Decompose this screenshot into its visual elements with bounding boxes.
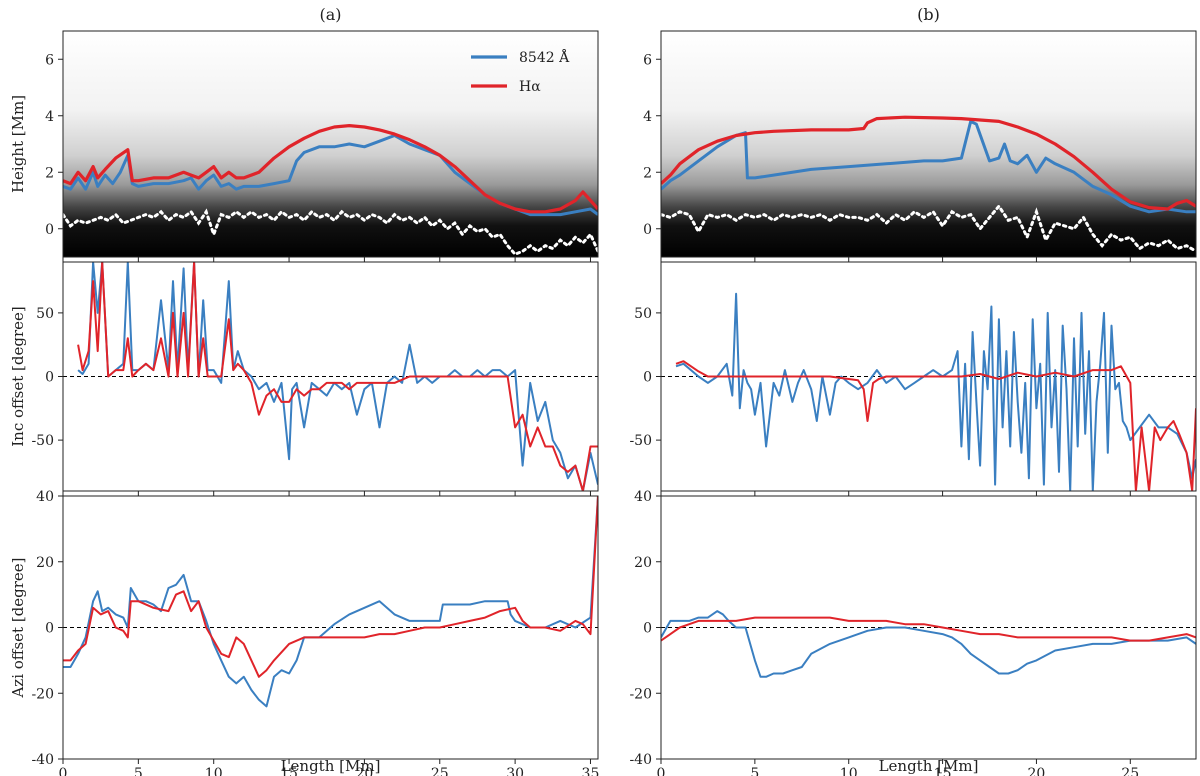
x-tick-label: 25 bbox=[1121, 766, 1139, 776]
y-tick-label: 0 bbox=[45, 222, 54, 238]
series-8542-line bbox=[63, 496, 598, 708]
x-axis-label: Length [Mm] bbox=[879, 757, 979, 775]
series-halpha-line bbox=[77, 262, 598, 491]
y-tick-label: -40 bbox=[31, 752, 54, 768]
x-tick-label: 25 bbox=[431, 766, 449, 776]
y-tick-label: 0 bbox=[45, 370, 54, 386]
y-tick-label: 6 bbox=[45, 52, 54, 68]
y-tick-label: 0 bbox=[643, 621, 652, 637]
photosphere-dotted-line bbox=[63, 208, 598, 256]
y-tick-label: -20 bbox=[31, 686, 54, 702]
y-tick-label: 20 bbox=[634, 555, 652, 571]
series-halpha-line bbox=[63, 496, 598, 678]
x-tick-label: 20 bbox=[355, 766, 373, 776]
panel-a-inc: -50 0 50 Inc offset [degree] bbox=[9, 261, 599, 496]
x-tick-label: 30 bbox=[506, 766, 524, 776]
x-tick-label: 15 bbox=[934, 766, 952, 776]
y-axis-label: Inc offset [degree] bbox=[9, 306, 27, 447]
y-tick-label: 4 bbox=[643, 109, 652, 125]
y-tick-label: 20 bbox=[36, 555, 54, 571]
x-tick-label: 0 bbox=[657, 766, 666, 776]
panel-a-height: 0 2 4 6 (a) Height [Mm] 8542 Å Hα bbox=[9, 5, 599, 262]
series-halpha-line bbox=[63, 123, 598, 214]
y-tick-label: 40 bbox=[634, 489, 652, 505]
y-tick-label: 2 bbox=[45, 165, 54, 181]
x-tick-label: 5 bbox=[750, 766, 759, 776]
y-tick-label: 40 bbox=[36, 489, 54, 505]
panel-b-height: 0 2 4 6 (b) bbox=[643, 5, 1197, 262]
panel-b-inc: -50 0 50 bbox=[629, 261, 1197, 496]
y-axis-label: Height [Mm] bbox=[9, 95, 27, 193]
x-tick-label: 20 bbox=[1028, 766, 1046, 776]
series-8542-line bbox=[675, 292, 1196, 491]
series-8542-line bbox=[661, 610, 1196, 678]
legend: 8542 Å Hα bbox=[471, 48, 570, 95]
y-tick-label: 0 bbox=[643, 370, 652, 386]
y-tick-label: 0 bbox=[643, 222, 652, 238]
panel-b-azi: -40 -20 0 20 40 0 5 10 15 20 25 Length [Mm] bbox=[629, 489, 1197, 776]
y-tick-label: 2 bbox=[643, 165, 652, 181]
panel-frame bbox=[62, 30, 599, 258]
y-tick-label: -20 bbox=[629, 686, 652, 702]
panel-frame bbox=[660, 30, 1197, 258]
x-tick-label: 35 bbox=[582, 766, 600, 776]
x-tick-label: 10 bbox=[205, 766, 223, 776]
legend-label-halpha: Hα bbox=[519, 79, 541, 95]
y-tick-label: -50 bbox=[629, 433, 652, 449]
legend-label-8542: 8542 Å bbox=[519, 48, 570, 66]
x-tick-label: 5 bbox=[134, 766, 143, 776]
series-halpha-line bbox=[661, 115, 1196, 211]
y-tick-label: -50 bbox=[31, 433, 54, 449]
y-axis-label: Azi offset [degree] bbox=[9, 557, 27, 698]
y-tick-label: -40 bbox=[629, 752, 652, 768]
x-tick-label: 10 bbox=[840, 766, 858, 776]
height-background-image bbox=[63, 31, 598, 257]
height-background-image bbox=[661, 31, 1196, 257]
panel-title: (a) bbox=[319, 5, 341, 24]
panel-a-azi: -40 -20 0 20 40 0 5 10 15 20 25 30 35 Azi offset [deg… bbox=[9, 489, 599, 776]
y-tick-label: 4 bbox=[45, 109, 54, 125]
y-tick-label: 50 bbox=[36, 306, 54, 322]
series-halpha-line bbox=[661, 616, 1196, 642]
x-tick-label: 0 bbox=[59, 766, 68, 776]
y-tick-label: 50 bbox=[634, 306, 652, 322]
photosphere-dotted-line bbox=[661, 203, 1196, 253]
y-tick-label: 0 bbox=[45, 621, 54, 637]
series-halpha-line bbox=[675, 360, 1196, 491]
x-tick-label: 15 bbox=[280, 766, 298, 776]
y-tick-label: 6 bbox=[643, 52, 652, 68]
x-axis-label: Length [Mm] bbox=[281, 757, 381, 775]
panel-title: (b) bbox=[917, 5, 940, 24]
